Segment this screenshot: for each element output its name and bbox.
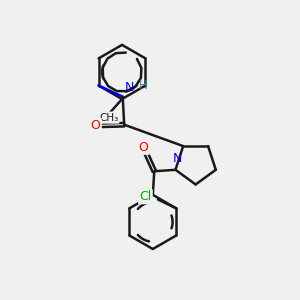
Text: O: O: [139, 141, 148, 154]
Text: O: O: [91, 119, 100, 132]
Text: H: H: [139, 79, 148, 92]
Text: N: N: [125, 81, 134, 94]
Text: Cl: Cl: [139, 190, 152, 203]
Text: N: N: [172, 152, 182, 164]
Text: CH₃: CH₃: [99, 112, 119, 123]
